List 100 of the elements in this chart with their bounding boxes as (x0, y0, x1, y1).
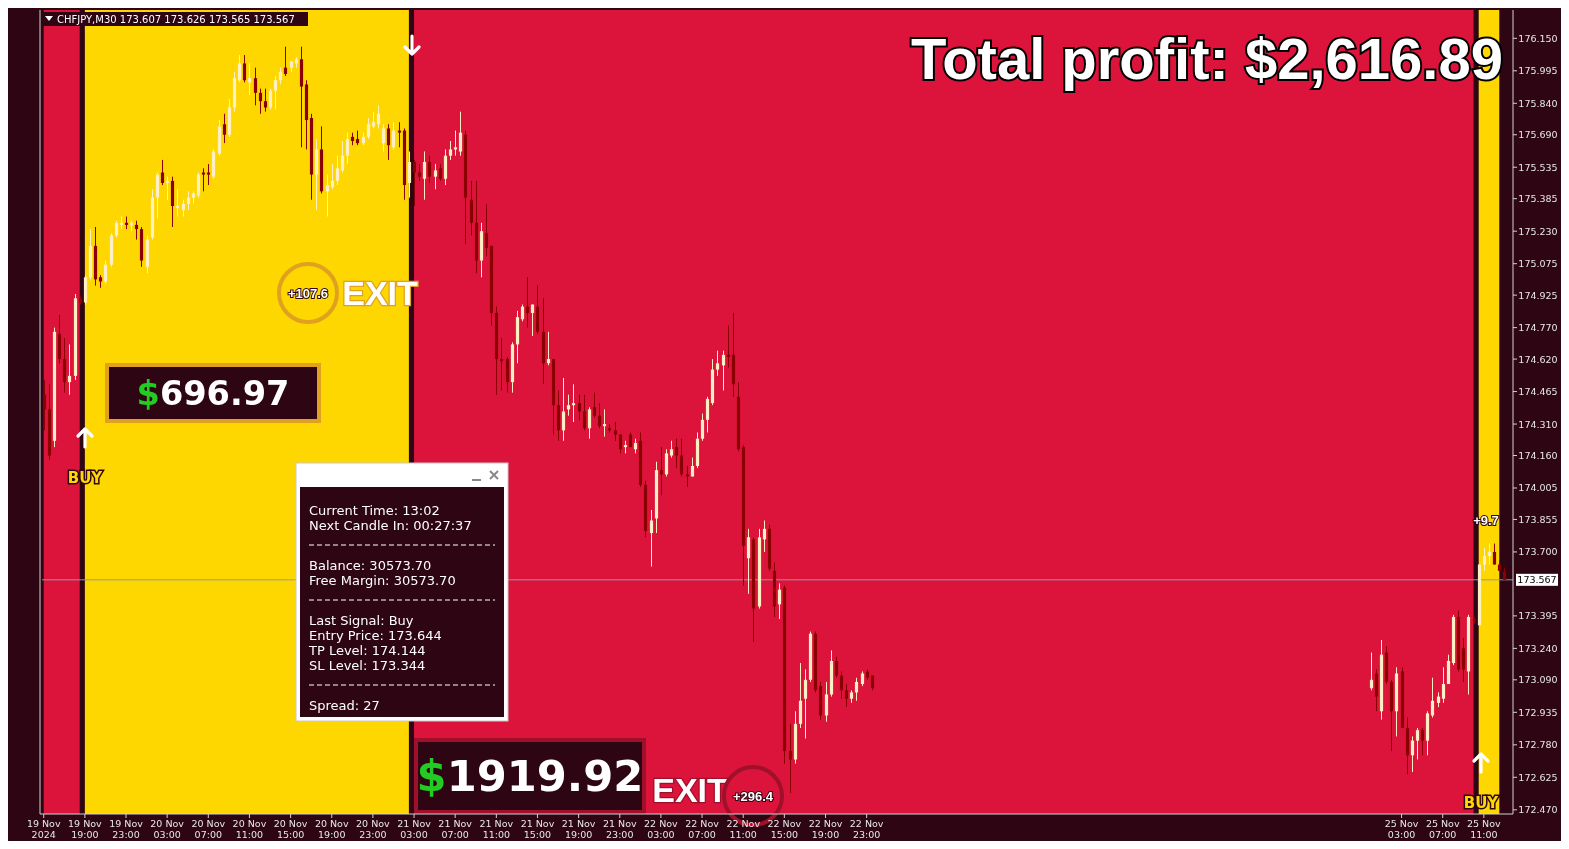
candlestick (582, 394, 587, 431)
y-tick-label: 175.995 (1518, 65, 1558, 77)
candlestick (412, 159, 417, 207)
candlestick (1487, 543, 1492, 566)
candlestick (762, 519, 767, 553)
candlestick (700, 413, 705, 442)
x-tick-label: 19 Nov 19:00 (68, 818, 103, 840)
x-tick-label: 25 Nov 11:00 (1467, 818, 1502, 840)
candlestick (422, 151, 427, 201)
candlestick (335, 155, 340, 186)
x-tick-label: 21 Nov 23:00 (602, 818, 637, 840)
candlestick (134, 220, 139, 241)
candlestick (103, 260, 108, 285)
annotation: $696.97 (136, 373, 290, 413)
y-tick-label: 176.150 (1518, 32, 1558, 44)
y-tick-label: 173.855 (1518, 513, 1558, 525)
x-tick-label: 21 Nov 11:00 (479, 818, 514, 840)
x-tick-label: 20 Nov 03:00 (150, 818, 185, 840)
candlestick (283, 46, 288, 77)
y-tick-label: 174.620 (1518, 353, 1558, 365)
candlestick (679, 438, 684, 477)
candlestick (196, 171, 201, 199)
candlestick (160, 159, 165, 186)
y-tick-label: 172.780 (1518, 739, 1558, 751)
y-tick-label: 174.310 (1518, 418, 1558, 430)
candlestick (242, 54, 247, 83)
candlestick (746, 528, 751, 595)
candlestick (345, 132, 350, 165)
candlestick (222, 113, 227, 144)
x-tick-label: 20 Nov 07:00 (191, 818, 226, 840)
candlestick (854, 677, 859, 702)
annotation: Last Signal: Buy (309, 612, 414, 628)
candlestick (1420, 727, 1425, 756)
candlestick (448, 140, 453, 161)
candlestick (715, 350, 720, 377)
x-tick-label: 22 Nov 07:00 (685, 818, 720, 840)
candlestick (649, 509, 654, 568)
candlestick (391, 121, 396, 150)
annotation: SL Level: 173.344 (309, 657, 426, 673)
annotation: Entry Price: 173.644 (309, 627, 442, 643)
candlestick (798, 662, 803, 729)
y-tick-label: 173.700 (1518, 546, 1558, 558)
y-tick-label: 173.240 (1518, 642, 1558, 654)
x-tick-label: 21 Nov 07:00 (438, 818, 473, 840)
x-tick-label: 19 Nov 23:00 (109, 818, 144, 840)
x-tick-label: 22 Nov 11:00 (726, 818, 761, 840)
candlestick (803, 668, 808, 740)
y-tick-label: 175.535 (1518, 161, 1558, 173)
candlestick (505, 356, 510, 394)
candlestick (458, 111, 463, 157)
candlestick (664, 448, 669, 477)
y-tick-label: 175.075 (1518, 258, 1558, 270)
y-tick-label: 174.925 (1518, 289, 1558, 301)
candlestick (674, 438, 679, 469)
x-tick-label: 20 Nov 15:00 (273, 818, 308, 840)
x-tick-label: 21 Nov 03:00 (397, 818, 432, 840)
x-tick-label: 22 Nov 19:00 (808, 818, 843, 840)
x-tick-label: 20 Nov 23:00 (356, 818, 391, 840)
chart-title: CHFJPY,M30 173.607 173.626 173.565 173.567 (57, 13, 295, 25)
annotation: TP Level: 174.144 (308, 642, 426, 658)
candlestick (1492, 543, 1497, 566)
y-tick-label: 172.935 (1518, 706, 1558, 718)
candlestick (1415, 727, 1420, 760)
y-tick-label: 172.625 (1518, 771, 1558, 783)
annotation: Spread: 27 (309, 697, 380, 713)
y-tick-label: 173.395 (1518, 610, 1558, 622)
candlestick (484, 203, 489, 257)
x-tick-label: 25 Nov 03:00 (1384, 818, 1419, 840)
candlestick (525, 276, 530, 329)
candlestick (1482, 547, 1487, 572)
candlestick (566, 394, 571, 417)
candlestick (330, 163, 335, 190)
candlestick (721, 350, 726, 392)
annotation: +296.4 (732, 788, 774, 804)
x-tick-label: 22 Nov 03:00 (644, 818, 679, 840)
y-tick-label: 175.690 (1518, 129, 1558, 141)
candlestick (155, 171, 160, 220)
x-tick-label: 20 Nov 11:00 (232, 818, 267, 840)
x-tick-label: 21 Nov 19:00 (561, 818, 596, 840)
y-tick-label: 174.770 (1518, 322, 1558, 334)
x-tick-label: 21 Nov 15:00 (520, 818, 555, 840)
candlestick (1374, 668, 1379, 712)
candlestick (844, 683, 849, 708)
candlestick (366, 117, 371, 140)
candlestick (824, 681, 829, 723)
candlestick (613, 421, 618, 442)
candlestick (587, 406, 592, 440)
y-tick-label: 174.465 (1518, 386, 1558, 398)
candlestick (597, 402, 602, 429)
candlestick (427, 155, 432, 184)
candlestick (263, 88, 268, 113)
candlestick (1446, 654, 1451, 685)
candlestick (834, 656, 839, 679)
candlestick (325, 174, 330, 217)
y-tick-label: 174.005 (1518, 482, 1558, 494)
y-tick-label: 174.160 (1518, 450, 1558, 461)
y-tick-label: 175.840 (1518, 97, 1558, 109)
candlestick (705, 396, 710, 433)
candlestick (381, 123, 386, 153)
y-tick-label: 175.385 (1518, 193, 1558, 205)
